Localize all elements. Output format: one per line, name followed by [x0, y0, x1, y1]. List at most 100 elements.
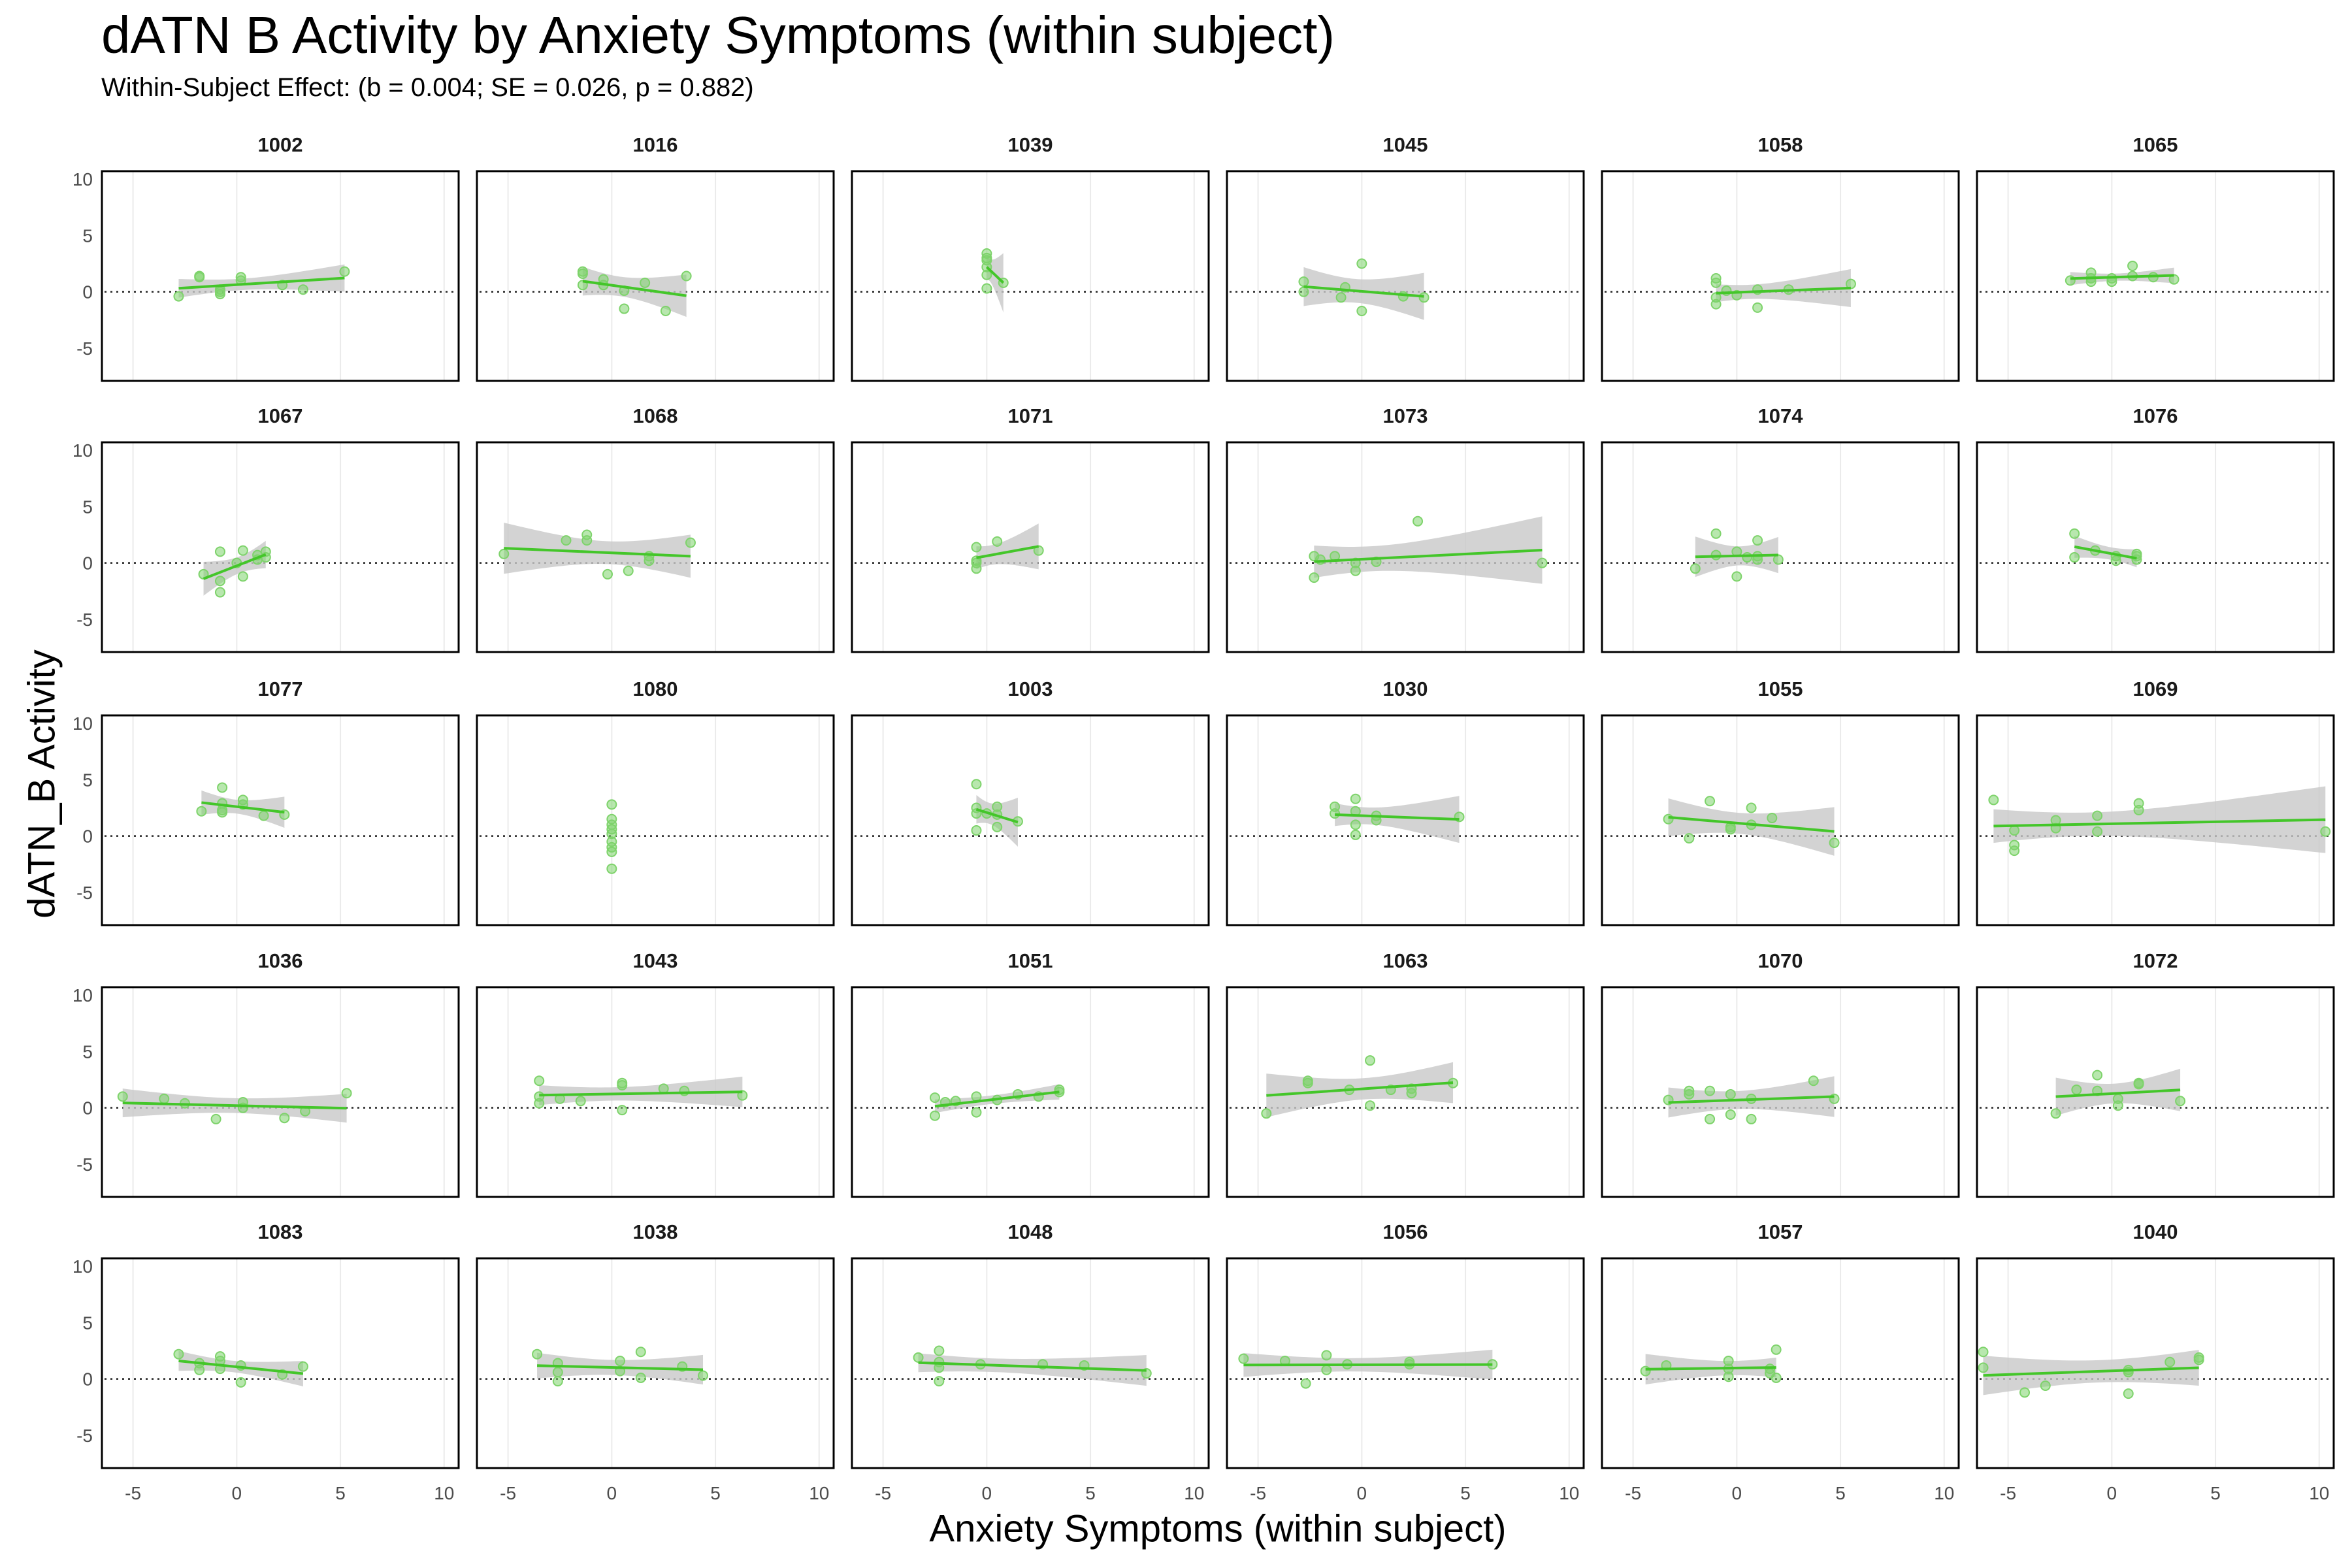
data-point — [1298, 286, 1309, 297]
facet-panel: 1036 10 5 0 -5 — [73, 949, 460, 1198]
panel-border — [1976, 170, 2335, 382]
data-point — [1690, 563, 1701, 574]
facet-strip-label: 1080 — [633, 678, 678, 700]
regression-line — [539, 1090, 743, 1097]
data-point — [1300, 1378, 1311, 1389]
facet-strip-label: 1069 — [2133, 678, 2178, 700]
data-point — [2175, 1096, 2186, 1107]
panel-border — [1976, 441, 2335, 653]
regression-line — [201, 801, 285, 814]
x-tick-label: 0 — [2107, 1483, 2117, 1503]
x-tick-label: 5 — [2210, 1483, 2221, 1503]
regression-line — [1668, 1095, 1835, 1104]
facet-strip-label: 1068 — [633, 404, 678, 427]
regression-line — [976, 545, 1039, 559]
panel-border — [101, 441, 460, 653]
x-tick-label: -5 — [1625, 1483, 1641, 1503]
data-point — [934, 1376, 945, 1387]
data-point — [2009, 845, 2020, 857]
data-point — [210, 1113, 221, 1124]
data-point — [1335, 292, 1347, 303]
facet-strip-label: 1070 — [1758, 949, 1803, 972]
data-point — [1705, 1113, 1716, 1124]
data-point — [1725, 1109, 1736, 1120]
data-point — [635, 1372, 646, 1383]
data-point — [992, 821, 1003, 832]
data-point — [2123, 1388, 2134, 1399]
regression-line — [1266, 1081, 1454, 1097]
data-point — [1261, 1108, 1272, 1119]
data-point — [1397, 291, 1409, 302]
data-point — [1731, 571, 1742, 582]
x-tick-label: 10 — [809, 1483, 829, 1503]
panel-border — [476, 441, 835, 653]
panel-border — [1601, 986, 1960, 1198]
y-tick-label: 0 — [82, 826, 93, 847]
regression-line — [934, 1090, 1060, 1108]
regression-line — [504, 547, 691, 558]
facet-strip-label: 1071 — [1008, 404, 1053, 427]
data-point — [1033, 545, 1044, 556]
facet-strip-label: 1002 — [258, 133, 303, 156]
data-point — [196, 806, 207, 817]
regression-line — [203, 553, 267, 580]
data-point — [971, 542, 982, 553]
regression-line — [1314, 548, 1543, 563]
data-point — [173, 291, 184, 302]
panel-border — [1226, 170, 1585, 382]
regression-line — [2055, 1088, 2181, 1098]
y-tick-label: 5 — [82, 497, 93, 517]
data-point — [552, 1367, 563, 1378]
data-point — [2193, 1354, 2204, 1365]
confidence-band — [1303, 267, 1424, 320]
x-tick-label: 5 — [1835, 1483, 1846, 1503]
data-point — [1356, 258, 1367, 269]
panel-border — [1601, 1257, 1960, 1469]
facet-strip-label: 1051 — [1008, 949, 1053, 972]
facet-panel: 1073 — [1226, 404, 1585, 653]
data-point — [617, 1080, 628, 1091]
facet-strip-label: 1057 — [1758, 1220, 1803, 1243]
y-tick-label: -5 — [76, 1154, 93, 1175]
data-point — [577, 269, 588, 280]
regression-line — [975, 808, 1019, 824]
panel-border — [476, 986, 835, 1198]
panel-border — [1601, 441, 1960, 653]
regression-line — [1716, 286, 1852, 295]
facet-strip-label: 1073 — [1383, 404, 1428, 427]
regression-line — [2070, 274, 2174, 280]
data-point — [698, 1370, 709, 1381]
facet-panel: 1030 — [1226, 678, 1585, 926]
y-tick-label: 10 — [73, 1256, 93, 1277]
data-point — [2069, 528, 2080, 539]
data-point — [217, 782, 228, 793]
data-point — [606, 799, 617, 810]
regression-line — [918, 1361, 1147, 1372]
data-point — [1725, 1088, 1736, 1100]
facet-panel: 1080 — [476, 678, 835, 926]
x-tick-label: 5 — [1460, 1483, 1471, 1503]
panel-border — [101, 170, 460, 382]
facet-strip-label: 1039 — [1008, 133, 1053, 156]
data-point — [1710, 277, 1722, 288]
facet-strip-label: 1072 — [2133, 949, 2178, 972]
panel-border — [1976, 1257, 2335, 1469]
panel-border — [101, 986, 460, 1198]
facet-strip-label: 1076 — [2133, 404, 2178, 427]
regression-line — [985, 266, 1005, 284]
facet-strip-label: 1048 — [1008, 1220, 1053, 1243]
data-point — [1350, 819, 1361, 830]
facet-strip-label: 1043 — [633, 949, 678, 972]
data-point — [1746, 802, 1757, 813]
data-point — [929, 1092, 940, 1103]
x-tick-label: 5 — [710, 1483, 721, 1503]
data-point — [1684, 833, 1695, 844]
data-point — [2092, 810, 2103, 821]
confidence-band — [539, 1076, 743, 1107]
data-point — [1705, 1085, 1716, 1096]
data-point — [971, 1091, 982, 1102]
data-point — [2320, 826, 2331, 837]
facet-panel: 1077 10 5 0 -5 — [73, 678, 460, 926]
data-point — [1321, 1364, 1332, 1375]
